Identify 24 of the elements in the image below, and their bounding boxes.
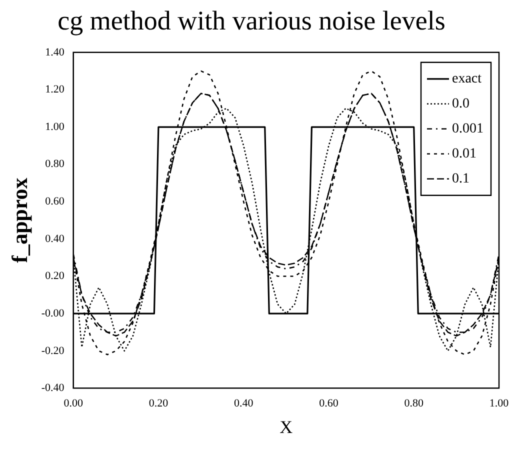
y-tick-label: 0.80: [45, 158, 65, 170]
y-tick-label: -0.20: [41, 344, 65, 357]
x-tick-label: 0.20: [148, 398, 169, 410]
x-tick-label: 0.60: [319, 398, 339, 410]
x-tick-label: 0.80: [404, 398, 424, 410]
y-tick-label: 0.20: [45, 270, 65, 282]
y-tick-label: -0.40: [41, 382, 65, 394]
legend-label: exact: [452, 72, 482, 87]
legend-label: 0.1: [452, 172, 470, 187]
y-tick-label: 0.40: [45, 232, 65, 245]
x-tick-label: 1.00: [489, 398, 510, 410]
legend-label: 0.001: [452, 122, 484, 137]
y-axis-title: f_approx: [6, 178, 32, 263]
x-tick-label: 0.00: [64, 398, 84, 410]
legend-label: 0.0: [452, 96, 470, 112]
y-tick-label: 1.40: [45, 46, 65, 58]
y-tick-label: -0.00: [41, 307, 65, 320]
x-axis-title: X: [280, 416, 293, 437]
y-tick-label: 1.20: [45, 84, 65, 96]
legend-label: 0.01: [452, 146, 476, 162]
chart-title: cg method with various noise levels: [58, 5, 446, 36]
y-tick-label: 0.60: [45, 196, 65, 208]
y-tick-label: 1.00: [45, 120, 65, 133]
x-tick-label: 0.40: [234, 398, 254, 410]
